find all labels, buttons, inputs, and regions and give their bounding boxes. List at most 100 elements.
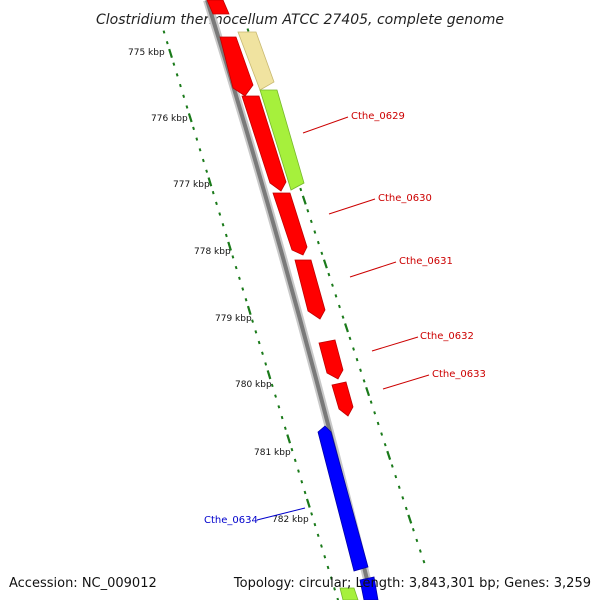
outer-track-tick bbox=[283, 426, 287, 430]
outer-track-tick bbox=[310, 512, 314, 516]
outer-track-tick bbox=[305, 498, 311, 508]
gene-feature-cthe0633[interactable] bbox=[331, 381, 354, 417]
gene-feature-cthe0630[interactable] bbox=[272, 192, 308, 256]
outer-track-tick bbox=[297, 469, 300, 473]
inner-track-tick bbox=[348, 336, 352, 341]
other-features bbox=[237, 31, 359, 600]
outer-track-tick bbox=[207, 177, 213, 187]
gene-label-cthe0631[interactable]: Cthe_0631 bbox=[399, 256, 453, 267]
scale-label-776: 776 kbp bbox=[151, 114, 188, 124]
outer-track-tick bbox=[293, 458, 297, 463]
outer-track-tick bbox=[320, 544, 323, 548]
inner-track-tick bbox=[404, 506, 408, 511]
inner-track-tick bbox=[316, 240, 320, 245]
gene-feature-cthe0629[interactable] bbox=[241, 95, 287, 192]
outer-track-tick bbox=[303, 490, 307, 495]
inner-track-tick bbox=[369, 400, 373, 404]
outer-track-tick bbox=[286, 434, 292, 444]
inner-track-tick bbox=[376, 421, 380, 426]
outer-track-tick bbox=[261, 351, 264, 355]
outer-track-tick bbox=[238, 276, 241, 281]
outer-track-tick bbox=[326, 565, 330, 570]
gene-feature-cthe0631[interactable] bbox=[294, 259, 326, 320]
inner-track-tick bbox=[327, 272, 331, 277]
outer-track-tick bbox=[211, 190, 215, 195]
inner-track-tick bbox=[373, 411, 377, 415]
accession-text: Accession: NC_009012 bbox=[9, 576, 157, 591]
inner-track-tick bbox=[355, 357, 359, 362]
scale-label-780: 780 kbp bbox=[235, 380, 272, 390]
gene-feature-bottom-blue[interactable] bbox=[359, 576, 379, 600]
inner-track-tick bbox=[322, 259, 328, 269]
gene-feature-cthe0634[interactable] bbox=[317, 425, 369, 572]
outer-track-tick bbox=[192, 126, 195, 131]
reverse-genes bbox=[317, 425, 379, 600]
gene-label-cthe0629[interactable]: Cthe_0629 bbox=[351, 111, 405, 122]
outer-track-tick bbox=[215, 201, 218, 206]
gene-label-cthe0630[interactable]: Cthe_0630 bbox=[378, 193, 432, 204]
outer-track-tick bbox=[185, 105, 189, 109]
outer-track-tick bbox=[187, 113, 193, 123]
inner-track-tick bbox=[306, 208, 310, 213]
gene-label-cthe0633[interactable]: Cthe_0633 bbox=[432, 369, 486, 380]
gene-label-cthe0634[interactable]: Cthe_0634 bbox=[204, 515, 258, 526]
outer-track-tick bbox=[168, 48, 173, 59]
inner-track-tick bbox=[411, 528, 415, 532]
outer-tick-track bbox=[162, 30, 340, 600]
map-title: Clostridium thermocellum ATCC 27405, com… bbox=[96, 12, 504, 28]
inner-track-tick bbox=[383, 442, 387, 447]
outer-track-tick bbox=[333, 587, 336, 591]
inner-track-tick bbox=[331, 283, 334, 287]
scale-label-782: 782 kbp bbox=[272, 515, 309, 525]
tan-feature[interactable] bbox=[237, 31, 275, 91]
inner-track-tick bbox=[341, 315, 345, 319]
outer-track-tick bbox=[205, 169, 209, 173]
inner-track-tick bbox=[362, 379, 366, 383]
outer-track-tick bbox=[201, 158, 205, 163]
outer-track-tick bbox=[280, 415, 284, 420]
outer-track-tick bbox=[246, 305, 252, 316]
gene-label-cthe0632[interactable]: Cthe_0632 bbox=[420, 331, 474, 342]
outer-track-tick bbox=[316, 533, 320, 538]
outer-track-tick bbox=[290, 447, 294, 452]
outer-track-tick bbox=[162, 30, 166, 34]
inner-track-tick bbox=[401, 496, 405, 500]
outer-track-tick bbox=[257, 340, 261, 345]
outer-track-tick bbox=[195, 137, 199, 141]
outer-track-tick bbox=[254, 330, 258, 334]
inner-track-tick bbox=[380, 432, 384, 436]
inner-track-tick bbox=[309, 219, 313, 224]
inner-track-tick bbox=[246, 28, 250, 32]
inner-track-tick bbox=[386, 450, 392, 460]
forward-genes bbox=[206, 0, 354, 417]
inner-track-tick bbox=[320, 251, 324, 256]
gene-feature-cthe0628[interactable] bbox=[219, 36, 254, 97]
gene-feature-cthe0632[interactable] bbox=[318, 339, 344, 380]
inner-track-tick bbox=[359, 368, 362, 372]
inner-track-tick bbox=[313, 230, 317, 234]
scale-label-781: 781 kbp bbox=[254, 448, 291, 458]
inner-track-tick bbox=[301, 195, 307, 205]
outer-track-tick bbox=[270, 383, 274, 388]
light-green-feature[interactable] bbox=[259, 89, 305, 191]
gene-feature[interactable] bbox=[206, 0, 230, 15]
outer-track-tick bbox=[172, 62, 176, 66]
outer-track-tick bbox=[244, 298, 248, 302]
inner-track-tick bbox=[352, 347, 355, 351]
scale-label-777: 777 kbp bbox=[173, 180, 210, 190]
inner-track-tick bbox=[415, 538, 419, 543]
outer-track-tick bbox=[179, 83, 182, 88]
outer-track-tick bbox=[274, 394, 277, 398]
inner-track-tick bbox=[422, 559, 426, 564]
scale-labels: 775 kbp 776 kbp 777 kbp 778 kbp 779 kbp … bbox=[128, 48, 309, 525]
inner-track-tick bbox=[418, 549, 422, 553]
scale-label-778: 778 kbp bbox=[194, 247, 231, 257]
outer-track-tick bbox=[266, 370, 272, 380]
outer-track-tick bbox=[218, 212, 222, 216]
bottom-green-feature[interactable] bbox=[339, 587, 359, 600]
inner-track-tick bbox=[394, 474, 398, 479]
outer-track-tick bbox=[175, 73, 179, 77]
outer-track-tick bbox=[227, 241, 232, 251]
outer-track-tick bbox=[264, 362, 268, 366]
